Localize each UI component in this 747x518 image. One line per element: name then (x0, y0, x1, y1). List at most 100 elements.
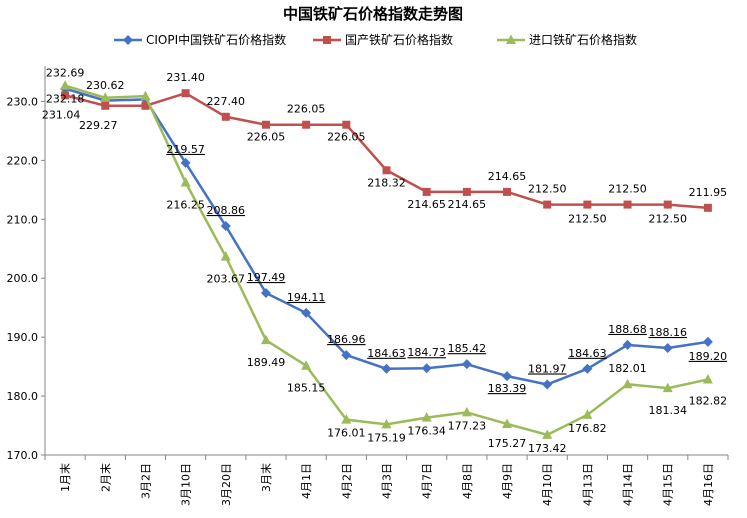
data-label: 184.63 (568, 347, 607, 360)
data-label: 214.65 (488, 170, 527, 183)
data-point (461, 406, 472, 417)
data-label: 231.40 (166, 71, 205, 84)
data-label: 197.49 (247, 271, 286, 284)
x-tick-label: 4月7日 (421, 463, 434, 499)
x-tick-label: 4月10日 (541, 463, 554, 506)
data-point (341, 350, 352, 361)
x-tick-label: 2月末 (98, 463, 112, 492)
x-tick-label: 4月2日 (340, 463, 353, 499)
x-tick-label: 3月10日 (180, 463, 193, 506)
data-label: 230.62 (86, 79, 125, 92)
data-point (583, 200, 592, 209)
series-line (64, 84, 709, 437)
data-point (220, 251, 231, 261)
legend: CIOPI中国铁矿石价格指数 国产铁矿石价格指数 进口铁矿石价格指数 (114, 32, 637, 47)
legend-swatch-marker (323, 36, 331, 44)
data-label: 232.69 (46, 67, 85, 80)
data-point (382, 166, 391, 175)
legend-label: 进口铁矿石价格指数 (529, 32, 637, 47)
data-point (622, 378, 633, 389)
data-label: 226.05 (247, 131, 286, 144)
x-tick-label: 1月末 (58, 463, 72, 492)
data-point (663, 200, 672, 209)
data-label: 175.27 (488, 437, 527, 450)
x-tick-label: 4月3日 (381, 463, 394, 499)
data-label: 212.50 (648, 213, 687, 226)
data-label: 181.34 (648, 404, 687, 417)
data-label: 186.96 (327, 333, 366, 346)
legend-item: CIOPI中国铁矿石价格指数 (114, 32, 286, 47)
data-label: 226.05 (327, 131, 366, 144)
series-2 (60, 80, 713, 439)
data-point (502, 371, 513, 382)
legend-label: 国产铁矿石价格指数 (345, 32, 453, 47)
data-label: 188.68 (608, 323, 647, 336)
data-point (100, 92, 111, 102)
data-label: 182.82 (689, 394, 728, 407)
data-point (301, 360, 312, 370)
data-label: 176.82 (568, 422, 607, 435)
data-label: 212.50 (568, 213, 607, 226)
x-tick-label: 4月9日 (501, 463, 514, 499)
data-label: 216.25 (166, 198, 205, 211)
data-point (422, 187, 431, 196)
series-1 (61, 89, 712, 212)
data-label: 212.50 (528, 183, 567, 196)
data-label: 194.11 (287, 291, 326, 304)
y-tick-label: 170.0 (7, 449, 39, 462)
data-point (381, 418, 392, 429)
data-label: 226.05 (287, 103, 326, 116)
data-point (221, 112, 230, 121)
series-0 (60, 83, 713, 390)
x-tick-label: 4月8日 (461, 463, 474, 499)
data-label: 185.42 (448, 342, 487, 355)
chart-title: 中国铁矿石价格指数走势图 (283, 5, 463, 23)
data-point (140, 90, 151, 101)
data-label: 189.20 (689, 350, 728, 363)
data-label: 211.95 (689, 186, 728, 199)
data-label: 214.65 (407, 198, 446, 211)
data-point (181, 89, 190, 98)
data-point (421, 363, 432, 374)
data-point (582, 409, 593, 419)
data-point (260, 334, 271, 345)
data-point (703, 203, 712, 212)
data-point (141, 101, 150, 110)
y-tick-label: 220.0 (7, 154, 39, 167)
legend-label: CIOPI中国铁矿石价格指数 (146, 32, 286, 47)
data-label: 177.23 (448, 419, 487, 432)
data-point (622, 339, 633, 350)
data-point (662, 382, 673, 393)
data-point (180, 176, 191, 187)
data-label: 212.50 (608, 183, 647, 196)
legend-item: 国产铁矿石价格指数 (313, 32, 453, 47)
data-label: 231.04 (42, 108, 81, 121)
data-point (260, 288, 271, 299)
data-label: 219.57 (166, 143, 205, 156)
data-label: 218.32 (367, 176, 406, 189)
data-point (61, 91, 70, 100)
data-point (101, 101, 110, 110)
data-label: 227.40 (207, 95, 246, 108)
data-point (542, 429, 553, 439)
data-point (180, 157, 191, 168)
data-point (543, 200, 552, 209)
data-label: 184.63 (367, 347, 406, 360)
data-label: 184.73 (407, 346, 446, 359)
x-tick-label: 4月15日 (662, 463, 675, 506)
data-point (623, 200, 632, 209)
x-tick-label: 3月2日 (139, 463, 152, 499)
x-tick-label: 4月13日 (581, 463, 594, 506)
data-label: 176.01 (327, 427, 366, 440)
data-point (702, 373, 713, 384)
data-point (582, 363, 593, 374)
x-tick-label: 4月16日 (702, 463, 715, 506)
data-label: 182.01 (608, 362, 647, 375)
data-point (421, 412, 432, 422)
data-label: 175.19 (367, 431, 406, 444)
y-tick-label: 180.0 (7, 390, 39, 403)
data-label: 185.15 (287, 382, 326, 395)
data-point (220, 221, 231, 232)
data-point (542, 379, 553, 390)
